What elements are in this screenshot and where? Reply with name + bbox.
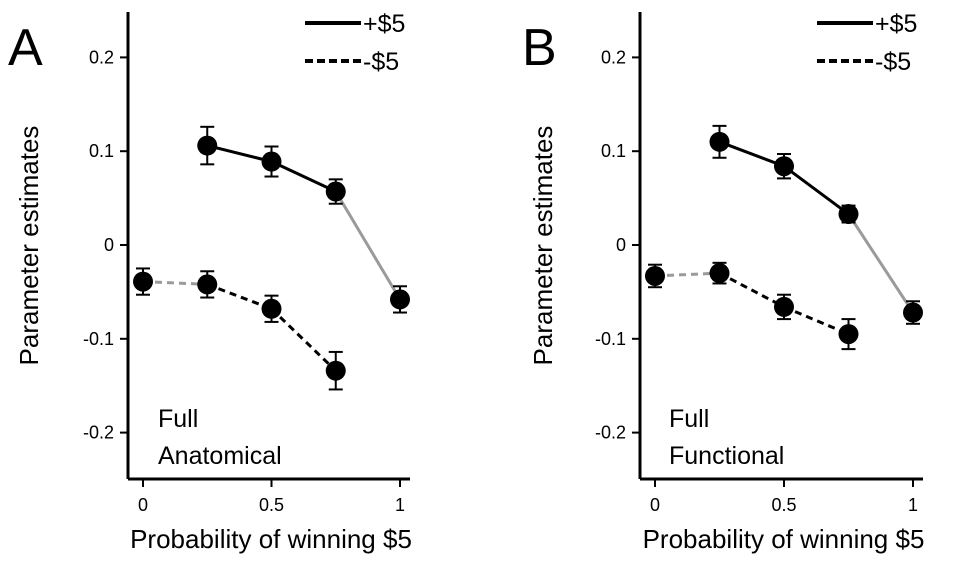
panel-annotation: Functional [669,442,784,470]
legend-label: -$5 [363,48,399,76]
series-segment [847,213,915,314]
y-tick-label: 0 [104,235,114,255]
panel-letter: B [522,19,557,77]
series-segment [270,160,337,193]
x-tick-label: 0.5 [771,495,796,515]
y-tick-label: 0.2 [601,47,626,67]
x-axis-label: Probability of winning $5 [643,524,925,554]
panel-b: B 0.2 0.1 0 -0.1 -0.2 0 0.5 1 Probability of winn… [522,10,924,554]
x-tick-label: 0 [650,495,660,515]
series-segment [206,282,273,311]
legend-label: +$5 [363,10,405,38]
data-point [903,302,923,323]
series-segment [783,305,850,336]
x-axis-label: Probability of winning $5 [130,524,412,554]
data-point [838,324,859,345]
y-axis-label: Parameter estimates [14,126,44,366]
series-segment [654,271,720,278]
data-point [325,360,346,381]
legend-label: -$5 [875,48,911,76]
data-point [709,263,730,284]
data-point [774,296,794,317]
data-point [709,131,730,152]
y-tick-label: 0.2 [89,47,114,67]
data-point [261,298,282,319]
series-segment [142,280,208,286]
panel-annotation: Full [158,405,198,433]
data-point [197,135,218,156]
data-point [197,274,218,295]
x-tick-label: 0.5 [259,495,284,515]
y-tick-label: 0.1 [601,141,626,161]
panel-annotation: Anatomical [158,442,282,470]
x-tick-label: 0 [138,495,148,515]
y-axis-label: Parameter estimates [528,126,558,366]
series-segment [206,144,272,163]
y-tick-label: -0.1 [83,329,114,349]
panel-letter: A [8,19,43,77]
x-tick-label: 1 [908,495,918,515]
data-point [390,289,410,310]
y-tick-label: 0 [616,235,626,255]
y-tick-label: -0.1 [595,329,626,349]
data-point [645,265,665,286]
y-tick-label: -0.2 [83,423,114,443]
series-segment [783,165,850,216]
y-tick-label: -0.2 [595,423,626,443]
data-point [133,271,153,292]
series-segment [718,271,785,309]
series-segment [270,307,337,372]
y-tick-label: 0.1 [89,141,114,161]
data-point [325,181,346,202]
series-segment [334,190,402,301]
panel-a: A 0.2 0.1 0 -0.1 -0.2 0 0.5 1 Probability of winn… [8,10,412,554]
series-segment [718,140,785,168]
x-tick-label: 1 [395,495,405,515]
legend-label: +$5 [875,10,917,38]
data-point [774,156,794,177]
data-point [261,151,282,172]
panel-annotation: Full [669,405,709,433]
data-point [838,204,859,225]
